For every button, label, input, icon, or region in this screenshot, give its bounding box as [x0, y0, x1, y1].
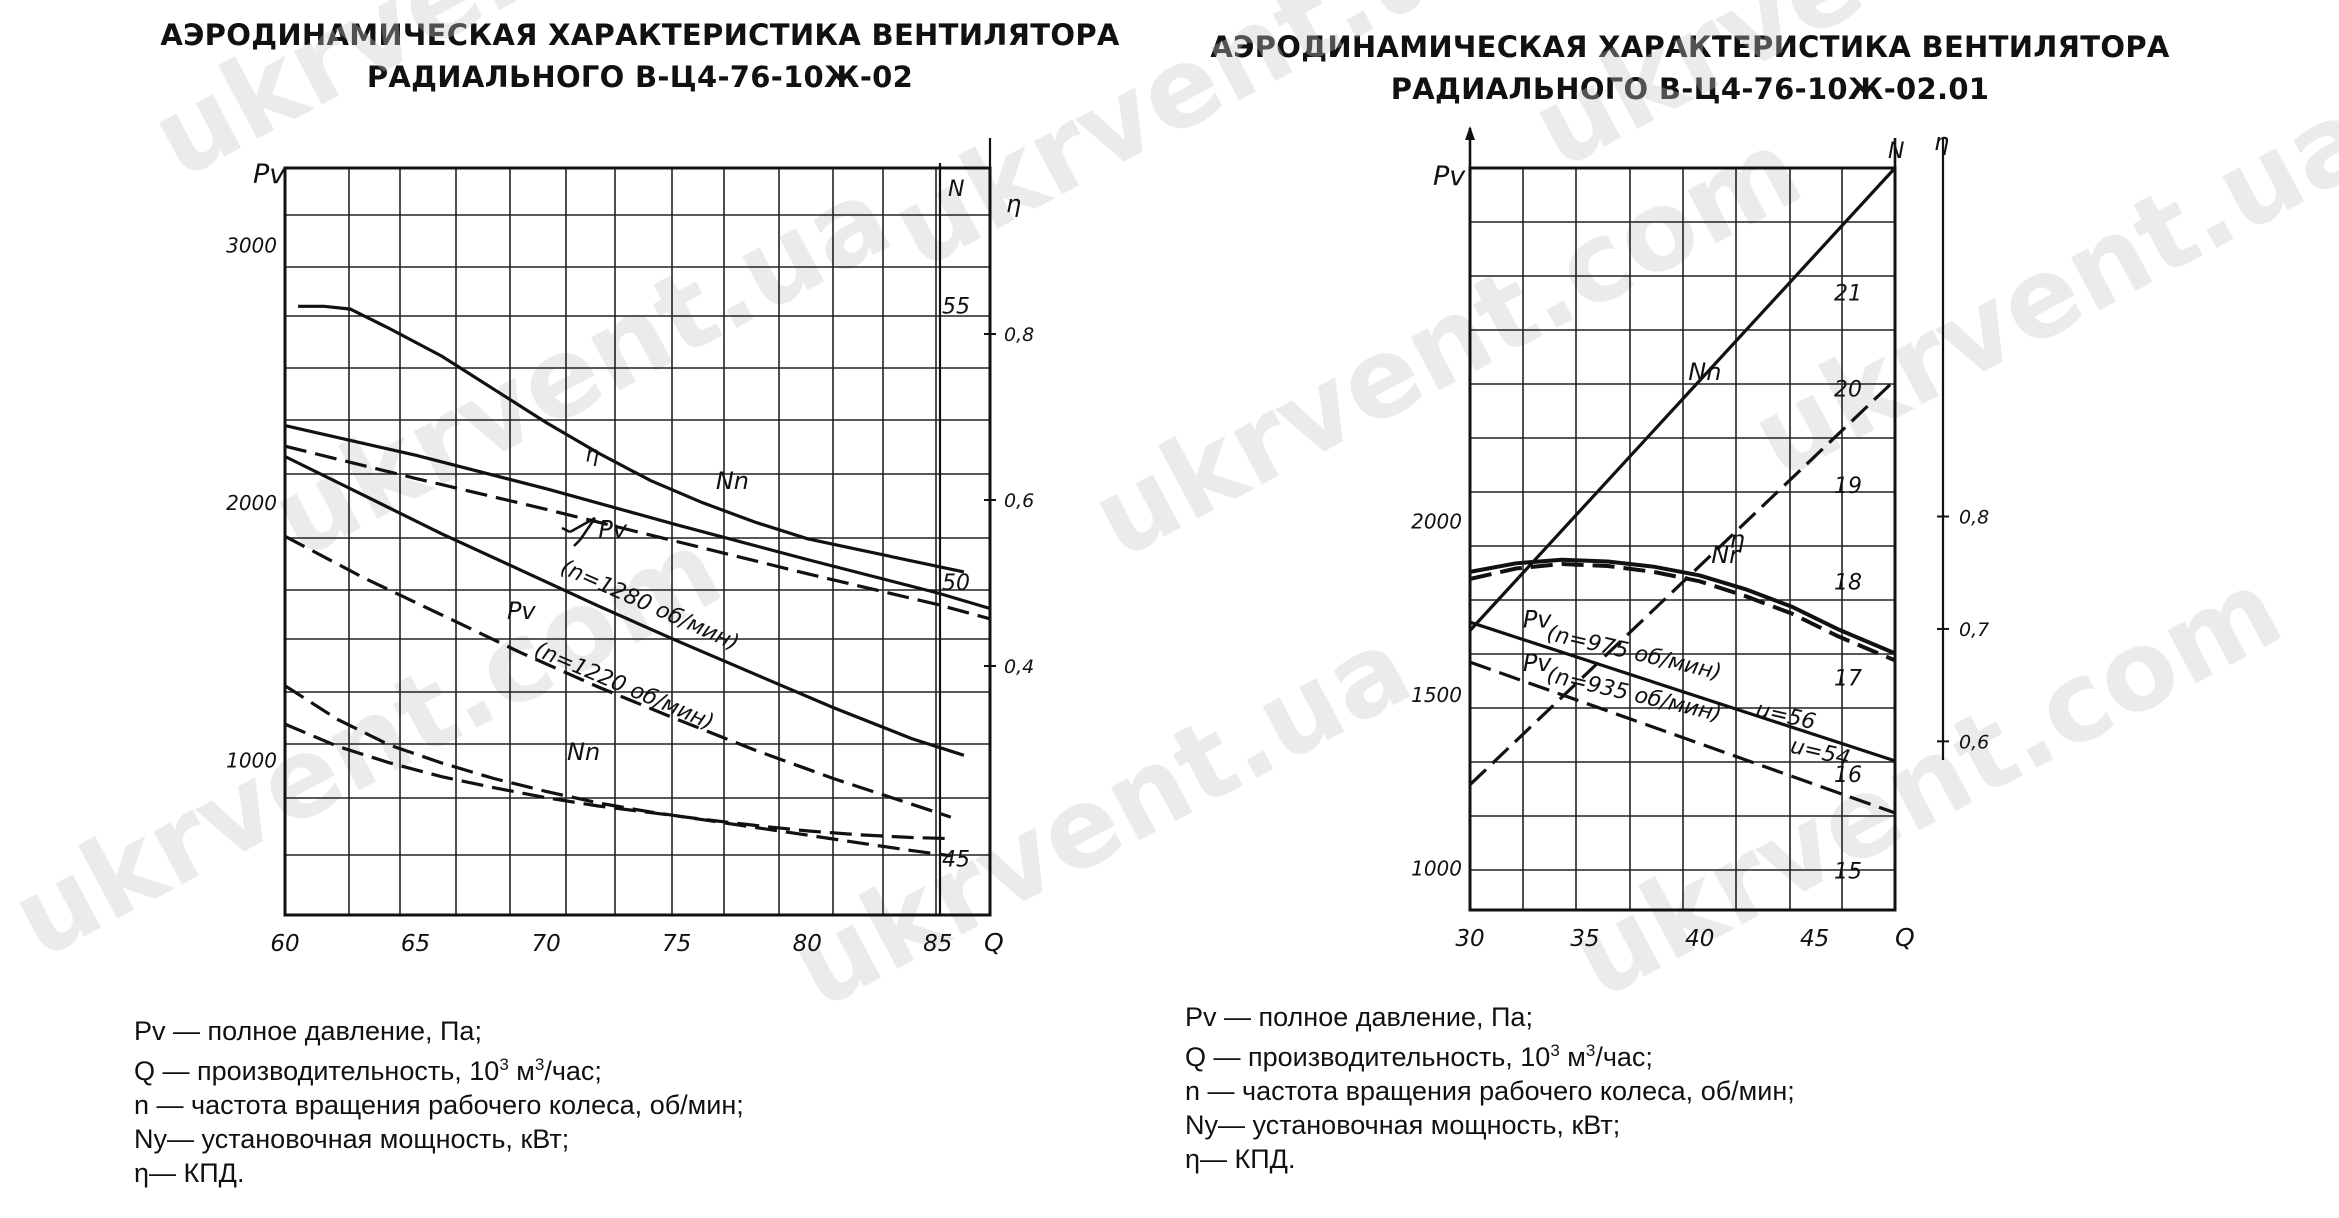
series-label: Pv — [1523, 605, 1552, 633]
y2-tick-label: 55 — [942, 294, 970, 319]
x-tick-label: 30 — [1455, 926, 1484, 952]
right-legend: Pv — полное давление, Па; Q — производит… — [1185, 1000, 1795, 1176]
y2-tick-label: 17 — [1834, 667, 1862, 692]
series-label: Nn — [1688, 358, 1721, 386]
right-chart: 30 35 40 45 1000 1500 2000 15 16 17 18 19 20 21 0,6 0,7… — [1411, 126, 1989, 952]
series-line — [284, 722, 951, 841]
series-line — [284, 534, 952, 819]
annotation: u=56 — [1754, 697, 1818, 735]
legend-n: n — частота вращения рабочего колеса, об… — [1185, 1076, 1795, 1106]
y3-tick-label: 0,6 — [1959, 731, 1989, 753]
series-label: Pv — [1523, 649, 1552, 677]
y2-axis-label: N — [948, 177, 964, 202]
legend-ny: Ny— установочная мощность, кВт; — [1185, 1110, 1621, 1140]
series-line — [1469, 620, 1896, 763]
x-axis-label: Q — [984, 928, 1004, 957]
grid — [284, 167, 991, 916]
x-tick-label: 80 — [793, 931, 822, 957]
y-tick-label: 3000 — [226, 233, 277, 257]
series-line — [1469, 557, 1896, 656]
watermark-text: ukrvent.ua — [872, 0, 1530, 293]
y2-tick-label: 18 — [1834, 570, 1862, 595]
y-tick-label: 1000 — [1411, 856, 1462, 880]
series-line — [284, 684, 952, 858]
y2-tick-label: 19 — [1834, 474, 1862, 499]
y3-tick-label: 0,6 — [1004, 490, 1034, 512]
annotation: η — [585, 443, 599, 468]
eta-arrow-head — [561, 526, 581, 547]
legend-eta: η— КПД. — [134, 1158, 245, 1188]
series-line — [298, 304, 965, 574]
left-chart-title: АЭРОДИНАМИЧЕСКАЯ ХАРАКТЕРИСТИКА ВЕНТИЛЯТ… — [160, 14, 1120, 98]
series-line — [1469, 561, 1896, 663]
legend-pv: Pv — полное давление, Па; — [1185, 1002, 1533, 1032]
right-chart-title: АЭРОДИНАМИЧЕСКАЯ ХАРАКТЕРИСТИКА ВЕНТИЛЯТ… — [1210, 26, 2170, 110]
series-line — [284, 455, 965, 757]
series-line — [1468, 166, 1897, 632]
legend-ny: Ny— установочная мощность, кВт; — [134, 1124, 570, 1154]
y2-tick-label: 16 — [1834, 763, 1862, 788]
y-axis-label: Pv — [253, 159, 286, 190]
y-axis-label: Pv — [1433, 161, 1466, 192]
legend-n: n — частота вращения рабочего колеса, об… — [134, 1090, 744, 1120]
legend-pv: Pv — полное давление, Па; — [134, 1016, 482, 1046]
y3-tick-label: 0,8 — [1004, 324, 1034, 346]
series-label: Pv — [507, 597, 536, 625]
y2-tick-label: 50 — [942, 571, 970, 596]
legend-eta: η— КПД. — [1185, 1144, 1296, 1174]
left-title-line2: РАДИАЛЬНОГО В-Ц4-76-10Ж-02 — [366, 60, 914, 94]
series-line — [1468, 378, 1897, 786]
legend-q: Q — производительность, 103 м3/час; — [134, 1055, 602, 1086]
eta-arrow — [569, 516, 597, 541]
y2-tick-label: 45 — [942, 848, 970, 873]
x-axis-label: Q — [1895, 923, 1915, 952]
tick-labels: 30 35 40 45 1000 1500 2000 15 16 17 18 19 20 21 0,6 0,7… — [1411, 281, 1989, 952]
x-tick-label: 65 — [401, 931, 430, 957]
x-tick-label: 40 — [1685, 926, 1714, 952]
left-title-line1: АЭРОДИНАМИЧЕСКАЯ ХАРАКТЕРИСТИКА ВЕНТИЛЯТ… — [160, 18, 1120, 52]
eta-pointer — [561, 516, 597, 547]
legend-q: Q — производительность, 103 м3/час; — [1185, 1041, 1653, 1072]
series-label: η — [1730, 526, 1745, 554]
right-title-line2: РАДИАЛЬНОГО В-Ц4-76-10Ж-02.01 — [1390, 72, 1990, 106]
y-tick-label: 1000 — [226, 748, 277, 772]
series-line — [284, 444, 991, 621]
y3-axis-label: η — [1006, 190, 1021, 218]
watermark-text: ukrvent.com — [1512, 0, 2261, 193]
series-label: Pv — [598, 516, 627, 544]
x-tick-label: 85 — [923, 931, 952, 957]
tick-labels: 60 65 70 75 80 85 1000 2000 3000 45 50 55 0,4 0,6 0,8 — [226, 233, 1034, 957]
y-tick-label: 1500 — [1411, 683, 1462, 707]
y2-tick-label: 20 — [1834, 378, 1862, 403]
watermark-text: ukrvent.ua — [772, 602, 1430, 1033]
series-label: Nn — [716, 467, 749, 495]
pv-axis-arrow — [1465, 126, 1475, 140]
series-label: Nn — [567, 738, 600, 766]
right-title-line1: АЭРОДИНАМИЧЕСКАЯ ХАРАКТЕРИСТИКА ВЕНТИЛЯТ… — [1210, 30, 2170, 64]
series-line — [1469, 660, 1896, 815]
y3-axis-label: η — [1934, 128, 1949, 156]
watermark-text: ukrvent.com — [132, 0, 881, 203]
y-tick-label: 2000 — [226, 491, 277, 515]
y3-tick-label: 0,8 — [1959, 507, 1989, 529]
x-tick-label: 35 — [1570, 926, 1599, 952]
x-tick-label: 45 — [1800, 926, 1829, 952]
left-legend: Pv — полное давление, Па; Q — производит… — [134, 1014, 744, 1190]
series-label: Nr — [1711, 541, 1741, 569]
x-tick-label: 75 — [662, 931, 691, 957]
y2-axis-label: N — [1888, 139, 1904, 164]
y-tick-label: 2000 — [1411, 510, 1462, 534]
series-line — [284, 424, 991, 611]
x-tick-label: 70 — [531, 931, 560, 957]
watermark-text: ukrvent.com — [1552, 544, 2301, 1023]
x-tick-label: 60 — [270, 931, 299, 957]
y3-tick-label: 0,7 — [1959, 619, 1989, 641]
y2-tick-label: 21 — [1834, 281, 1862, 306]
y3-tick-label: 0,4 — [1004, 656, 1034, 678]
y2-tick-label: 15 — [1834, 859, 1862, 884]
